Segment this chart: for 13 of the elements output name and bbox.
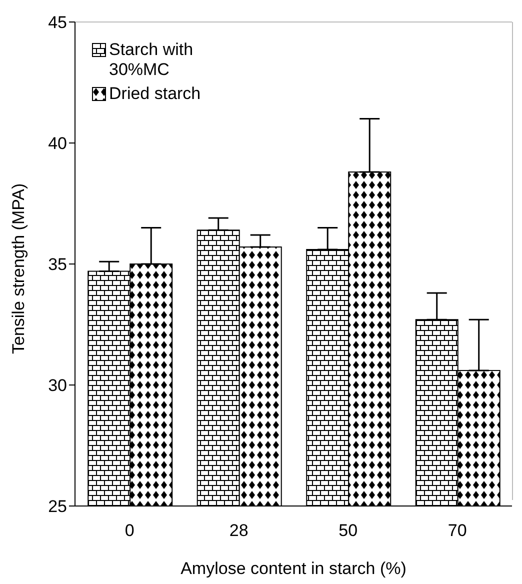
legend-label: Starch with 30%MC [109, 40, 194, 80]
y-tick-label: 25 [48, 497, 67, 516]
y-tick-label: 40 [48, 134, 67, 154]
y-axis-title: Tensile strength (MPA) [9, 183, 28, 354]
y-tick-label: 35 [48, 255, 67, 274]
x-tick-label: 28 [229, 521, 248, 540]
x-tick-label: 0 [124, 521, 134, 540]
y-tick-label: 45 [48, 13, 67, 32]
x-tick-label: 50 [338, 521, 358, 540]
legend-label: Dried starch [109, 84, 202, 104]
x-tick-label: 70 [448, 521, 467, 540]
x-axis-title: Amylose content in starch (%) [180, 559, 406, 578]
y-tick-label: 30 [48, 376, 67, 396]
